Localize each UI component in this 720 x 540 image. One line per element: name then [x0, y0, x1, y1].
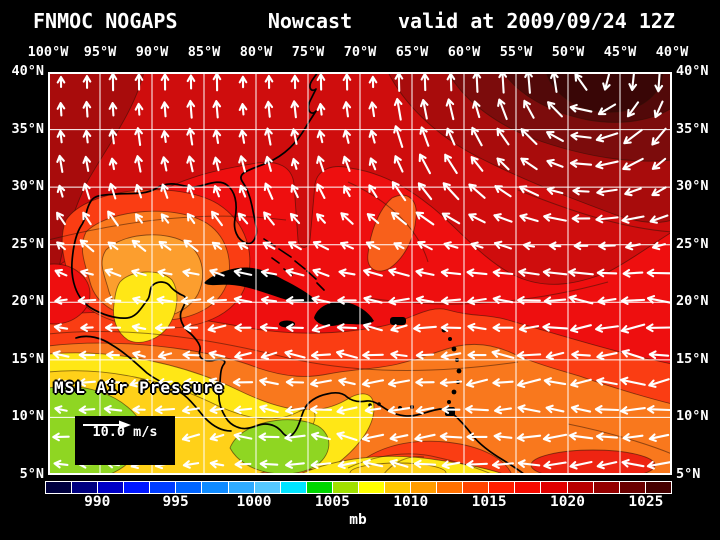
lat-tick-label: 35°N: [676, 120, 709, 137]
colorbar-cell: [411, 482, 437, 493]
lat-tick-label: 5°N: [19, 465, 44, 482]
lat-tick-label: 30°N: [676, 178, 709, 195]
colorbar-cell: [645, 482, 671, 493]
lat-tick-label: 40°N: [11, 63, 44, 79]
colorbar-tick-label: 1025: [628, 494, 664, 510]
lat-tick-label: 35°N: [11, 120, 44, 137]
lat-tick-label: 5°N: [676, 465, 701, 482]
colorbar-cell: [567, 482, 593, 493]
colorbar-cell: [593, 482, 619, 493]
colorbar-cell: [228, 482, 254, 493]
colorbar-cell: [254, 482, 280, 493]
colorbar-tick-label: 1000: [236, 494, 272, 510]
colorbar-unit: mb: [349, 512, 367, 528]
lon-tick-label: 95°W: [83, 44, 117, 60]
colorbar-tick-label: 1010: [393, 494, 429, 510]
lon-tick-label: 65°W: [395, 44, 429, 60]
lon-tick-label: 70°W: [343, 44, 377, 60]
colorbar-tick-label: 1020: [550, 494, 585, 510]
colorbar-tick-label: 995: [162, 494, 189, 510]
colorbar-cell: [176, 482, 202, 493]
lon-tick-label: 85°W: [187, 44, 221, 60]
product-source: FNMOC NOGAPS: [33, 9, 178, 33]
wind-scale-legend: 10.0 m/s: [75, 416, 175, 465]
wind-scale-value: 10.0 m/s: [92, 424, 158, 440]
lat-tick-label: 20°N: [676, 293, 709, 310]
colorbar: [45, 481, 672, 494]
lon-tick-label: 100°W: [27, 44, 69, 60]
colorbar-cell: [280, 482, 306, 493]
wind-arrows: [52, 72, 672, 470]
field-label: MSL Air Pressure: [54, 378, 225, 397]
colorbar-cell: [541, 482, 567, 493]
lat-tick-label: 10°N: [11, 408, 44, 425]
lon-tick-label: 75°W: [291, 44, 325, 60]
colorbar-cell: [72, 482, 98, 493]
colorbar-cell: [358, 482, 385, 493]
colorbar-cell: [619, 482, 645, 493]
lat-tick-label: 15°N: [676, 350, 709, 367]
lat-tick-label: 40°N: [676, 63, 709, 79]
grid-lines: [48, 72, 672, 475]
lon-tick-label: 55°W: [499, 44, 533, 60]
colorbar-cell: [515, 482, 541, 493]
colorbar-cell: [385, 482, 411, 493]
wind-scale-arrow-icon: [83, 420, 131, 430]
colorbar-cell: [489, 482, 515, 493]
colorbar-cell: [437, 482, 463, 493]
lat-tick-label: 25°N: [11, 235, 44, 252]
colorbar-cell: [150, 482, 176, 493]
colorbar-tick-label: 1005: [314, 494, 350, 510]
lon-tick-label: 50°W: [551, 44, 585, 60]
map-frame: [48, 72, 672, 475]
colorbar-cell: [46, 482, 72, 493]
lon-tick-label: 40°W: [655, 44, 689, 60]
lat-tick-label: 15°N: [11, 350, 44, 367]
colorbar-cell: [463, 482, 489, 493]
valid-time: valid at 2009/09/24 12Z: [398, 9, 675, 33]
lon-tick-label: 60°W: [447, 44, 481, 60]
pressure-map: MSL Air Pressure 10.0 m/s: [48, 72, 672, 475]
colorbar-tick-label: 990: [84, 494, 111, 510]
lat-tick-label: 25°N: [676, 235, 709, 252]
colorbar-cell: [306, 482, 332, 493]
colorbar-cell: [98, 482, 124, 493]
colorbar-tick-label: 1015: [471, 494, 507, 510]
colorbar-cell: [332, 482, 358, 493]
colorbar-cell: [124, 482, 150, 493]
product-type: Nowcast: [267, 9, 353, 33]
lon-tick-label: 90°W: [135, 44, 169, 60]
pressure-field-plot: [48, 72, 672, 475]
lat-tick-label: 10°N: [676, 408, 709, 425]
lon-tick-label: 45°W: [603, 44, 637, 60]
lat-tick-label: 20°N: [11, 293, 44, 310]
lat-tick-label: 30°N: [11, 178, 44, 195]
lon-tick-label: 80°W: [239, 44, 273, 60]
colorbar-cell: [202, 482, 228, 493]
